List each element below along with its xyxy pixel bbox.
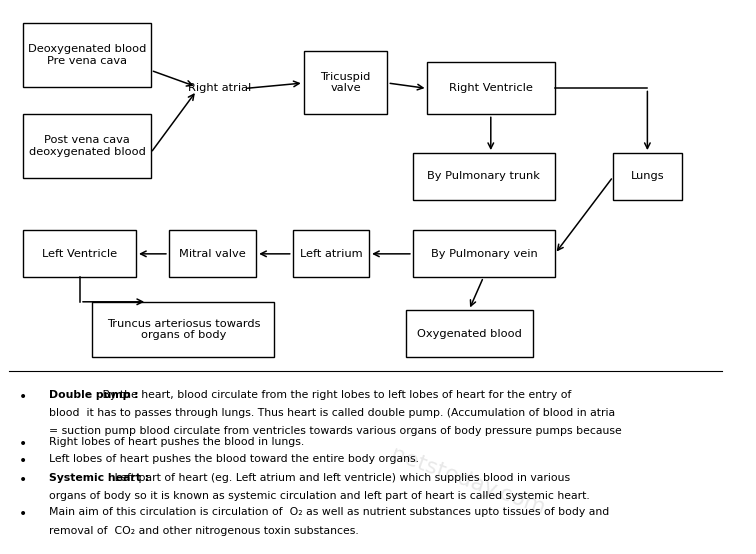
Text: Right atrial: Right atrial	[188, 84, 252, 94]
Text: By the heart, blood circulate from the right lobes to left lobes of heart for th: By the heart, blood circulate from the r…	[100, 390, 572, 400]
FancyBboxPatch shape	[169, 230, 256, 277]
FancyBboxPatch shape	[427, 62, 555, 114]
Text: organs of body so it is known as systemic circulation and left part of heart is : organs of body so it is known as systemi…	[48, 491, 590, 501]
Text: Right Ventricle: Right Ventricle	[449, 83, 533, 93]
FancyBboxPatch shape	[23, 230, 136, 277]
Text: Mitral valve: Mitral valve	[179, 249, 246, 259]
Text: By Pulmonary trunk: By Pulmonary trunk	[427, 171, 541, 181]
Text: Oxygenated blood: Oxygenated blood	[417, 329, 522, 338]
Text: •: •	[19, 473, 27, 486]
Text: Left atrium: Left atrium	[299, 249, 362, 259]
Text: Left Ventricle: Left Ventricle	[42, 249, 117, 259]
Text: Double pump :: Double pump :	[48, 390, 138, 400]
Text: Lungs: Lungs	[631, 171, 665, 181]
Text: Left part of heart (eg. Left atrium and left ventricle) which supplies blood in : Left part of heart (eg. Left atrium and …	[111, 473, 570, 483]
FancyBboxPatch shape	[304, 51, 387, 114]
FancyBboxPatch shape	[405, 310, 533, 357]
FancyBboxPatch shape	[23, 23, 150, 87]
Text: •: •	[19, 507, 27, 521]
FancyBboxPatch shape	[613, 153, 683, 200]
Text: Deoxygenated blood
Pre vena cava: Deoxygenated blood Pre vena cava	[28, 44, 146, 66]
Text: Main aim of this circulation is circulation of  O₂ as well as nutrient substance: Main aim of this circulation is circulat…	[48, 507, 609, 517]
Text: removal of  CO₂ and other nitrogenous toxin substances.: removal of CO₂ and other nitrogenous tox…	[48, 526, 358, 536]
Text: Systemic heart :: Systemic heart :	[48, 473, 149, 483]
Text: Tricuspid
valve: Tricuspid valve	[321, 72, 370, 94]
Text: Right lobes of heart pushes the blood in lungs.: Right lobes of heart pushes the blood in…	[48, 437, 304, 447]
Text: netstoday.com: netstoday.com	[388, 444, 547, 518]
Text: Truncus arteriosus towards
organs of body: Truncus arteriosus towards organs of bod…	[107, 319, 260, 340]
FancyBboxPatch shape	[23, 114, 150, 178]
FancyBboxPatch shape	[92, 302, 274, 357]
FancyBboxPatch shape	[413, 230, 555, 277]
Text: = suction pump blood circulate from ventricles towards various organs of body pr: = suction pump blood circulate from vent…	[48, 427, 621, 437]
FancyBboxPatch shape	[293, 230, 369, 277]
Text: Left lobes of heart pushes the blood toward the entire body organs.: Left lobes of heart pushes the blood tow…	[48, 454, 419, 464]
Text: By Pulmonary vein: By Pulmonary vein	[430, 249, 538, 259]
Text: •: •	[19, 437, 27, 451]
Text: blood  it has to passes through lungs. Thus heart is called double pump. (Accumu: blood it has to passes through lungs. Th…	[48, 408, 615, 418]
Text: •: •	[19, 454, 27, 469]
Text: •: •	[19, 390, 27, 404]
FancyBboxPatch shape	[413, 153, 555, 200]
Text: Post vena cava
deoxygenated blood: Post vena cava deoxygenated blood	[29, 135, 145, 157]
